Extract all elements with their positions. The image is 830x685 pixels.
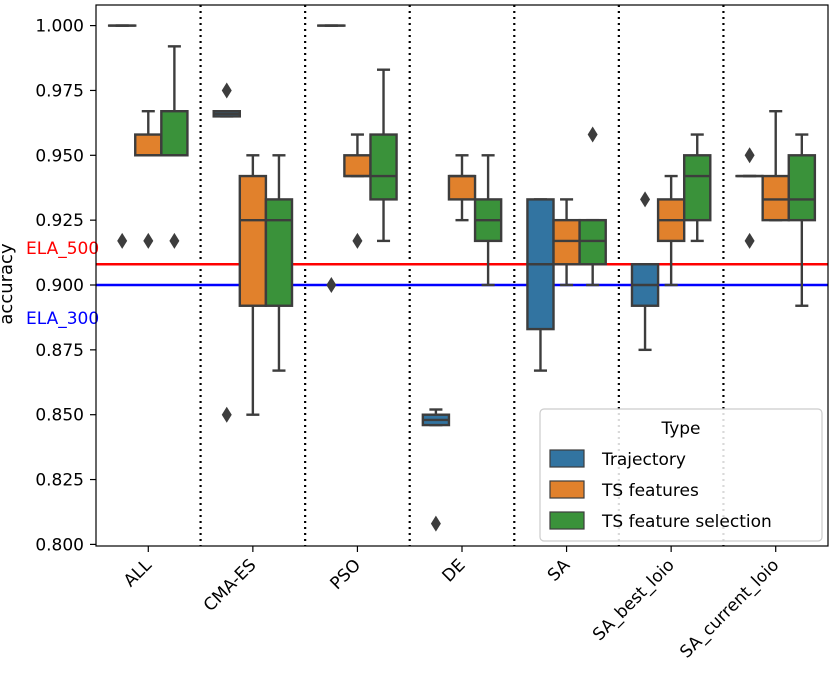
plot-area	[199, 5, 725, 546]
outlier-point	[744, 232, 755, 249]
legend-box	[539, 408, 823, 542]
box-PSO-TS-features	[343, 133, 372, 249]
box-DE-TS-features	[447, 154, 477, 222]
box-DE-TS-feature-selection	[473, 154, 503, 287]
outlier-point	[744, 147, 755, 164]
x-tick-label: SA	[544, 555, 574, 585]
legend-entry: TS feature selection	[601, 512, 772, 532]
box-body	[343, 154, 372, 178]
legend-title: Type	[660, 419, 700, 439]
outlier-point	[169, 232, 180, 249]
outlier-point	[143, 232, 154, 249]
y-tick-label: 0.875	[35, 341, 84, 361]
x-tick-label: SA_current_loio	[676, 555, 783, 662]
box-body	[238, 174, 268, 307]
box-body	[447, 174, 477, 201]
legend: Type Trajectory TS features TS feature sele…	[539, 408, 823, 542]
box-SA_best_loio-TS-features	[656, 174, 686, 287]
axes: 0.800 0.825 0.850 0.875 0.900 0.925 0.950 0.975…	[35, 4, 829, 662]
box-SA_current_loio-TS-feature-selection	[787, 133, 817, 307]
y-tick-label: 0.900	[35, 276, 84, 296]
y-tick-label: 0.925	[35, 211, 84, 231]
x-tick-label: SA_best_loio	[589, 555, 679, 645]
box-ALL-Trajectory	[107, 24, 137, 249]
box-PSO-TS-feature-selection	[369, 68, 398, 243]
box-SA-TS-features	[552, 198, 581, 287]
legend-entry: TS features	[601, 481, 699, 501]
reference-label-ELA_500: ELA_500	[26, 239, 99, 259]
box-SA_current_loio-Trajectory	[735, 147, 764, 249]
y-tick-label: 1.000	[35, 17, 84, 37]
x-tick-label: CMA-ES	[200, 555, 260, 615]
legend-entry: Trajectory	[601, 450, 686, 470]
box-SA_current_loio-TS-features	[761, 110, 790, 222]
outlier-point	[430, 515, 441, 532]
box-body	[134, 133, 163, 157]
reference-lines: ELA_500 ELA_300	[26, 239, 828, 329]
y-tick-label: 0.850	[35, 406, 84, 426]
outlier-point	[352, 232, 363, 249]
box-SA-TS-feature-selection	[578, 126, 607, 287]
x-tick-label: PSO	[326, 555, 364, 593]
box-CMA-ES-TS-features	[238, 154, 268, 416]
outlier-point	[587, 126, 598, 143]
outlier-point	[221, 82, 232, 99]
x-tick-label: DE	[439, 555, 470, 586]
outlier-point	[221, 406, 232, 423]
legend-swatch	[549, 449, 585, 468]
legend-swatch	[549, 511, 585, 530]
box-body	[264, 198, 294, 307]
box-CMA-ES-Trajectory	[212, 82, 242, 423]
y-tick-label: 0.975	[35, 81, 84, 101]
box-body	[761, 174, 790, 222]
boxes	[107, 24, 817, 532]
box-body	[578, 218, 607, 266]
legend-swatch	[549, 480, 585, 499]
y-tick-label: 0.825	[35, 471, 84, 491]
box-SA_best_loio-Trajectory	[630, 191, 660, 352]
y-tick-label: 0.800	[35, 535, 84, 555]
reference-label-ELA_300: ELA_300	[26, 309, 99, 329]
box-SA_best_loio-TS-feature-selection	[682, 133, 712, 243]
box-body	[787, 154, 817, 222]
y-axis-label: accuracy	[0, 243, 17, 325]
box-body	[369, 133, 398, 201]
box-ALL-TS-feature-selection	[160, 45, 189, 249]
outlier-point	[326, 277, 337, 293]
box-ALL-TS-features	[134, 110, 163, 249]
box-CMA-ES-TS-feature-selection	[264, 154, 294, 372]
box-body	[160, 110, 189, 157]
x-tick-label: ALL	[120, 555, 156, 591]
box-SA-Trajectory	[526, 198, 555, 372]
box-body	[552, 218, 581, 266]
box-PSO-Trajectory	[317, 24, 346, 293]
outlier-point	[117, 232, 128, 249]
y-tick-label: 0.950	[35, 146, 84, 166]
box-body	[682, 154, 712, 222]
outlier-point	[640, 191, 651, 208]
box-DE-Trajectory	[421, 408, 451, 532]
